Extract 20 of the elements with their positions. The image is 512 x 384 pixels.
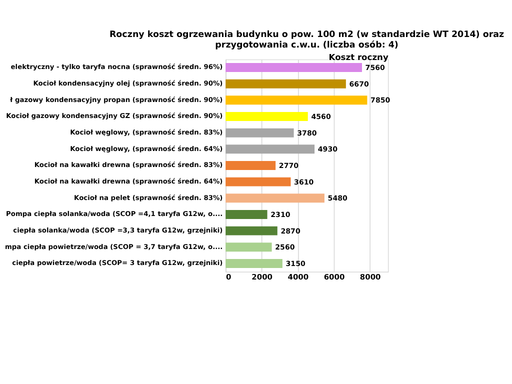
- bar: [226, 161, 276, 170]
- bar: [226, 226, 278, 236]
- bar: [226, 96, 368, 105]
- bar: [226, 112, 308, 121]
- bar: [226, 177, 291, 186]
- bar: [226, 242, 272, 252]
- x-tick-label: 6000: [324, 272, 345, 282]
- x-tick-label: 0: [226, 272, 232, 282]
- x-axis-title: Koszt roczny: [328, 52, 389, 62]
- bar: [226, 144, 315, 154]
- bar: [226, 128, 294, 138]
- bar: [226, 194, 324, 203]
- bar: [226, 210, 268, 219]
- bar: [226, 79, 346, 88]
- x-tick-label: 2000: [252, 272, 273, 282]
- bar: [226, 63, 362, 72]
- chart-title: Roczny koszt ogrzewania budynku o pow. 100 m2 (w standardzie WT 2014) oraz przygotowania c.w.u. (liczba osób: 4): [109, 30, 504, 50]
- x-tick-label: 4000: [288, 272, 309, 282]
- x-tick-label: 8000: [360, 272, 381, 282]
- bar: [226, 258, 282, 268]
